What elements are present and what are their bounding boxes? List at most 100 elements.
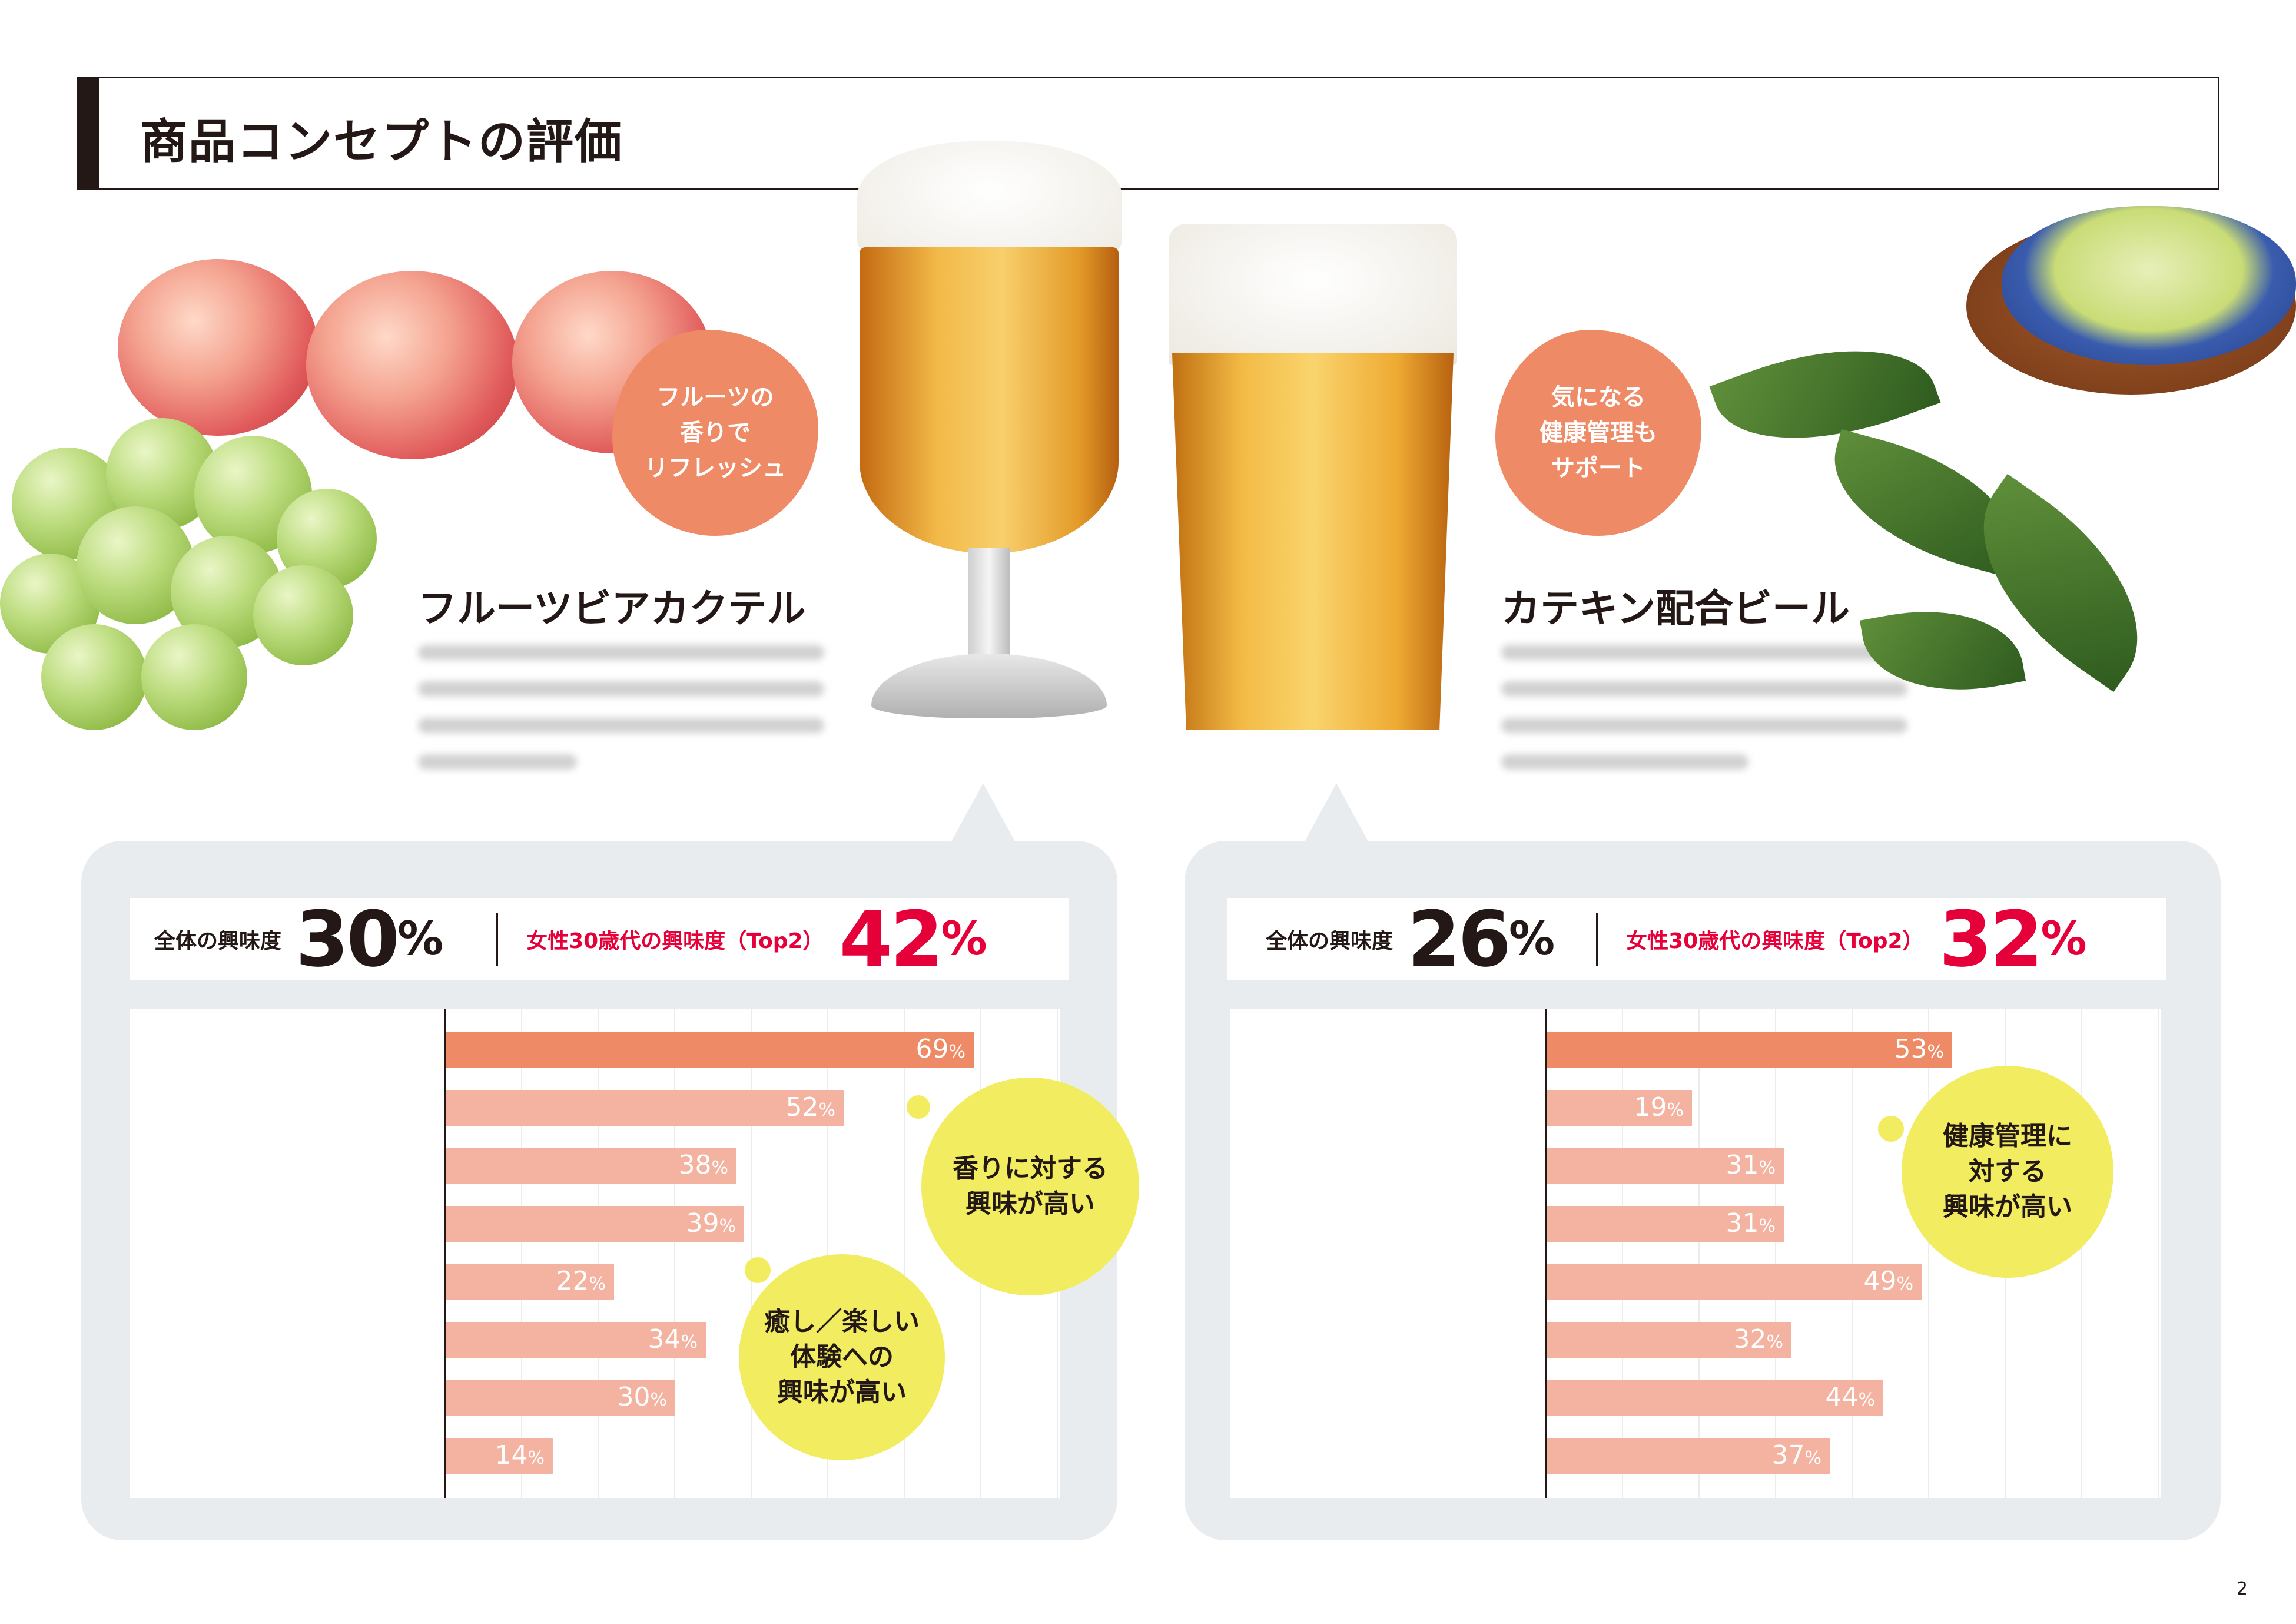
chart-data-unit: % <box>1766 1331 1783 1353</box>
chart-data-label: 53% <box>1894 1034 1944 1064</box>
chart-bar: 32% <box>1547 1321 1791 1358</box>
panel-pointer <box>948 783 1018 848</box>
chart-bar: 37% <box>1547 1437 1830 1474</box>
chart-data-unit: % <box>719 1215 736 1237</box>
overall-interest-label: 全体の興味度 <box>1266 929 1393 953</box>
overall-interest-label: 全体の興味度 <box>154 929 282 953</box>
callout-bubble: 癒し／楽しい 体験への 興味が高い <box>739 1254 945 1460</box>
stat-divider <box>496 913 499 966</box>
chart-data-label: 44% <box>1825 1382 1875 1412</box>
chart-bar: 39% <box>446 1205 744 1242</box>
chart-data-unit: % <box>1804 1447 1821 1469</box>
chart-data-unit: % <box>589 1274 606 1294</box>
overall-interest-value: 26 <box>1407 894 1511 984</box>
page-number: 2 <box>2236 1579 2248 1599</box>
chart-gridline <box>1928 1009 1929 1498</box>
female-interest-label: 女性30歳代の興味度（Top2） <box>526 929 824 953</box>
chart-gridline <box>2158 1009 2159 1498</box>
chart-bar: 22% <box>446 1264 614 1300</box>
product-name: カテキン配合ビール <box>1501 586 1850 631</box>
product-badge: 気になる 健康管理も サポート <box>1495 330 1701 536</box>
chart-bar: 52% <box>446 1089 844 1126</box>
bar-chart: 69% 52% 38% 39% 22% 34% 30% 14% <box>130 1009 1060 1498</box>
chart-bar: 49% <box>1547 1264 1922 1300</box>
chart-data-label: 39% <box>686 1208 736 1238</box>
interest-stats: 全体の興味度 30 % 女性30歳代の興味度（Top2） 42 % <box>130 898 1069 980</box>
chart-plot-area: 69% 52% 38% 39% 22% 34% 30% 14% <box>130 1009 1060 1498</box>
chart-gridline <box>1775 1009 1776 1498</box>
chart-gridline <box>674 1009 675 1498</box>
chart-gridline <box>1698 1009 1700 1498</box>
chart-axis-line <box>444 1009 446 1498</box>
chart-data-label: 69% <box>915 1034 965 1064</box>
chart-data-label: 37% <box>1771 1440 1821 1470</box>
chart-bar: 38% <box>446 1148 736 1184</box>
chart-data-unit: % <box>948 1042 965 1062</box>
chart-gridline <box>827 1009 828 1498</box>
chart-data-unit: % <box>1759 1158 1776 1178</box>
female-interest-unit: % <box>2040 913 2087 966</box>
chart-data-label: 38% <box>678 1150 728 1180</box>
chart-axis-line <box>1545 1009 1547 1498</box>
overall-interest-unit: % <box>397 913 444 966</box>
chart-data-label: 30% <box>617 1382 667 1412</box>
chart-gridline <box>904 1009 905 1498</box>
beer-glass-pint <box>1169 224 1457 742</box>
chart-data-unit: % <box>818 1099 835 1121</box>
chart-data-label: 34% <box>648 1324 698 1354</box>
chart-bar: 44% <box>1547 1380 1883 1416</box>
chart-bar: 30% <box>446 1380 675 1416</box>
product-name: フルーツビアカクテル <box>418 586 806 631</box>
title-accent-bar <box>77 77 99 190</box>
chart-bar: 31% <box>1547 1148 1784 1184</box>
callout-bubble: 香りに対する 興味が高い <box>921 1078 1139 1295</box>
chart-bar: 19% <box>1547 1089 1692 1126</box>
chart-data-label: 14% <box>495 1440 545 1470</box>
chart-gridline <box>598 1009 599 1498</box>
chart-data-unit: % <box>527 1447 545 1469</box>
chart-gridline <box>1622 1009 1623 1498</box>
product-description <box>418 645 830 770</box>
chart-gridline <box>521 1009 522 1498</box>
chart-data-unit: % <box>1667 1099 1684 1121</box>
panel-pointer <box>1301 783 1372 848</box>
chart-data-label: 52% <box>785 1092 835 1122</box>
overall-interest-value: 30 <box>296 894 400 984</box>
female-interest-value: 42 <box>839 894 944 984</box>
chart-data-label: 31% <box>1726 1150 1776 1180</box>
chart-data-unit: % <box>1759 1215 1776 1237</box>
female-interest-unit: % <box>941 913 987 966</box>
female-interest-label: 女性30歳代の興味度（Top2） <box>1626 929 1924 953</box>
chart-bar: 14% <box>446 1437 553 1474</box>
chart-data-label: 31% <box>1726 1208 1776 1238</box>
overall-interest-unit: % <box>1508 913 1555 966</box>
chart-bar: 31% <box>1547 1205 1784 1242</box>
product-badge: フルーツの 香りで リフレッシュ <box>612 330 818 536</box>
chart-data-label: 32% <box>1733 1324 1783 1354</box>
stat-divider <box>1596 913 1598 966</box>
fruit-photo <box>0 247 712 730</box>
tea-photo <box>1709 194 2296 783</box>
page-title: 商品コンセプトの評価 <box>140 114 623 169</box>
chart-data-unit: % <box>711 1158 728 1178</box>
chart-data-unit: % <box>681 1331 698 1353</box>
chart-gridline <box>2081 1009 2082 1498</box>
chart-data-label: 22% <box>556 1266 606 1296</box>
chart-data-unit: % <box>650 1390 667 1410</box>
product-description <box>1501 645 1913 770</box>
chart-data-unit: % <box>1896 1274 1913 1294</box>
chart-gridline <box>1852 1009 1853 1498</box>
callout-dot <box>907 1095 930 1119</box>
chart-bar: 53% <box>1547 1032 1952 1068</box>
chart-data-unit: % <box>1858 1390 1875 1410</box>
chart-bar: 34% <box>446 1321 706 1358</box>
callout-dot <box>1878 1116 1904 1142</box>
chart-gridline <box>751 1009 752 1498</box>
beer-glass-stemmed <box>848 141 1130 754</box>
interest-stats: 全体の興味度 26 % 女性30歳代の興味度（Top2） 32 % <box>1227 898 2166 980</box>
callout-bubble: 健康管理に 対する 興味が高い <box>1902 1066 2113 1278</box>
chart-data-label: 49% <box>1863 1266 1913 1296</box>
chart-data-unit: % <box>1927 1042 1944 1062</box>
callout-dot <box>745 1257 771 1283</box>
chart-data-label: 19% <box>1634 1092 1684 1122</box>
